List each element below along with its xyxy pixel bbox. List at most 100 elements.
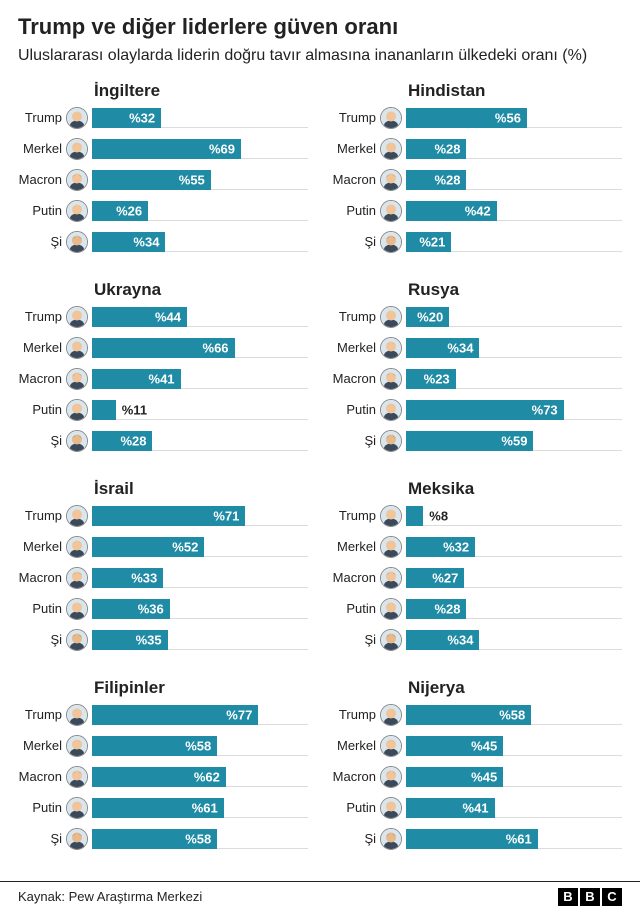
bar-value: %33 — [127, 570, 161, 585]
country-title: Meksika — [408, 479, 622, 499]
bar-track: %59 — [406, 431, 622, 451]
bar: %69 — [92, 139, 241, 159]
leader-label: Putin — [332, 402, 380, 417]
macron-avatar-icon — [66, 368, 88, 390]
bar-row: Trump %32 — [18, 105, 308, 131]
bar-value: %45 — [467, 738, 501, 753]
bar-value: %41 — [145, 371, 179, 386]
bar-track: %45 — [406, 767, 622, 787]
leader-label: Putin — [18, 800, 66, 815]
bar: %28 — [406, 599, 466, 619]
bar-track: %58 — [406, 705, 622, 725]
country-title: Filipinler — [94, 678, 308, 698]
bar: %32 — [92, 108, 161, 128]
bar-row: Trump %44 — [18, 304, 308, 330]
xi-avatar-icon — [380, 231, 402, 253]
bar-value: %27 — [428, 570, 462, 585]
xi-avatar-icon — [66, 231, 88, 253]
bar-track: %71 — [92, 506, 308, 526]
bar-track: %66 — [92, 338, 308, 358]
bar-value: %20 — [413, 309, 447, 324]
bar: %44 — [92, 307, 187, 327]
bar: %56 — [406, 108, 527, 128]
country-panel: HindistanTrump %56Merkel %28Macron %28Pu… — [332, 81, 622, 260]
bar-row: Putin %41 — [332, 795, 622, 821]
leader-label: Merkel — [332, 340, 380, 355]
bar-value: %71 — [209, 508, 243, 523]
leader-label: Putin — [18, 402, 66, 417]
bar-track: %55 — [92, 170, 308, 190]
country-panel: RusyaTrump %20Merkel %34Macron %23Putin … — [332, 280, 622, 459]
trump-avatar-icon — [66, 505, 88, 527]
leader-label: Macron — [18, 769, 66, 784]
bbc-block: B — [558, 888, 578, 906]
bar: %59 — [406, 431, 533, 451]
bar-track: %61 — [92, 798, 308, 818]
trump-avatar-icon — [66, 306, 88, 328]
bar-track: %28 — [92, 431, 308, 451]
trump-avatar-icon — [380, 505, 402, 527]
bar-track: %34 — [406, 630, 622, 650]
putin-avatar-icon — [66, 200, 88, 222]
leader-label: Trump — [18, 508, 66, 523]
bar-row: Putin %28 — [332, 596, 622, 622]
macron-avatar-icon — [380, 567, 402, 589]
country-panel: İngiltereTrump %32Merkel %69Macron %55Pu… — [18, 81, 308, 260]
country-panel: FilipinlerTrump %77Merkel %58Macron %62P… — [18, 678, 308, 857]
bar-value: %34 — [443, 340, 477, 355]
bbc-block: B — [580, 888, 600, 906]
bar: %61 — [406, 829, 538, 849]
leader-label: Merkel — [332, 539, 380, 554]
bar-track: %77 — [92, 705, 308, 725]
leader-label: Macron — [18, 172, 66, 187]
bar-track: %69 — [92, 139, 308, 159]
bar-track: %8 — [406, 506, 622, 526]
bar-track: %27 — [406, 568, 622, 588]
bar-track: %32 — [92, 108, 308, 128]
bar-value: %61 — [502, 831, 536, 846]
putin-avatar-icon — [380, 797, 402, 819]
bar-row: Trump %71 — [18, 503, 308, 529]
bar-value: %28 — [430, 172, 464, 187]
country-title: İsrail — [94, 479, 308, 499]
bar-track: %28 — [406, 170, 622, 190]
bar-track: %21 — [406, 232, 622, 252]
leader-label: Merkel — [18, 141, 66, 156]
leader-label: Macron — [332, 172, 380, 187]
chart-footer: Kaynak: Pew Araştırma Merkezi B B C — [0, 881, 640, 916]
bar: %41 — [406, 798, 495, 818]
bar-row: Putin %42 — [332, 198, 622, 224]
chart-title: Trump ve diğer liderlere güven oranı — [18, 14, 622, 40]
bar: %45 — [406, 736, 503, 756]
merkel-avatar-icon — [380, 536, 402, 558]
bar-value: %73 — [528, 402, 562, 417]
bar-value: %66 — [199, 340, 233, 355]
putin-avatar-icon — [66, 797, 88, 819]
bbc-block: C — [602, 888, 622, 906]
leader-label: Macron — [18, 570, 66, 585]
bar-value: %52 — [168, 539, 202, 554]
bar-value: %42 — [461, 203, 495, 218]
bar: %71 — [92, 506, 245, 526]
leader-label: Şi — [18, 831, 66, 846]
putin-avatar-icon — [66, 598, 88, 620]
bar-row: Putin %73 — [332, 397, 622, 423]
leader-label: Macron — [332, 769, 380, 784]
bar-track: %44 — [92, 307, 308, 327]
bar: %28 — [92, 431, 152, 451]
bar-row: Macron %62 — [18, 764, 308, 790]
chart-subtitle: Uluslararası olaylarda liderin doğru tav… — [18, 46, 622, 67]
leader-label: Şi — [332, 632, 380, 647]
bar: %21 — [406, 232, 451, 252]
xi-avatar-icon — [66, 828, 88, 850]
bar: %34 — [406, 338, 479, 358]
bar-value: %28 — [430, 141, 464, 156]
bar: %34 — [92, 232, 165, 252]
bar: %8 — [406, 506, 423, 526]
bar: %36 — [92, 599, 170, 619]
bar-value: %34 — [129, 234, 163, 249]
macron-avatar-icon — [380, 169, 402, 191]
bar-track: %62 — [92, 767, 308, 787]
bar-value: %35 — [132, 632, 166, 647]
bar-row: Merkel %58 — [18, 733, 308, 759]
